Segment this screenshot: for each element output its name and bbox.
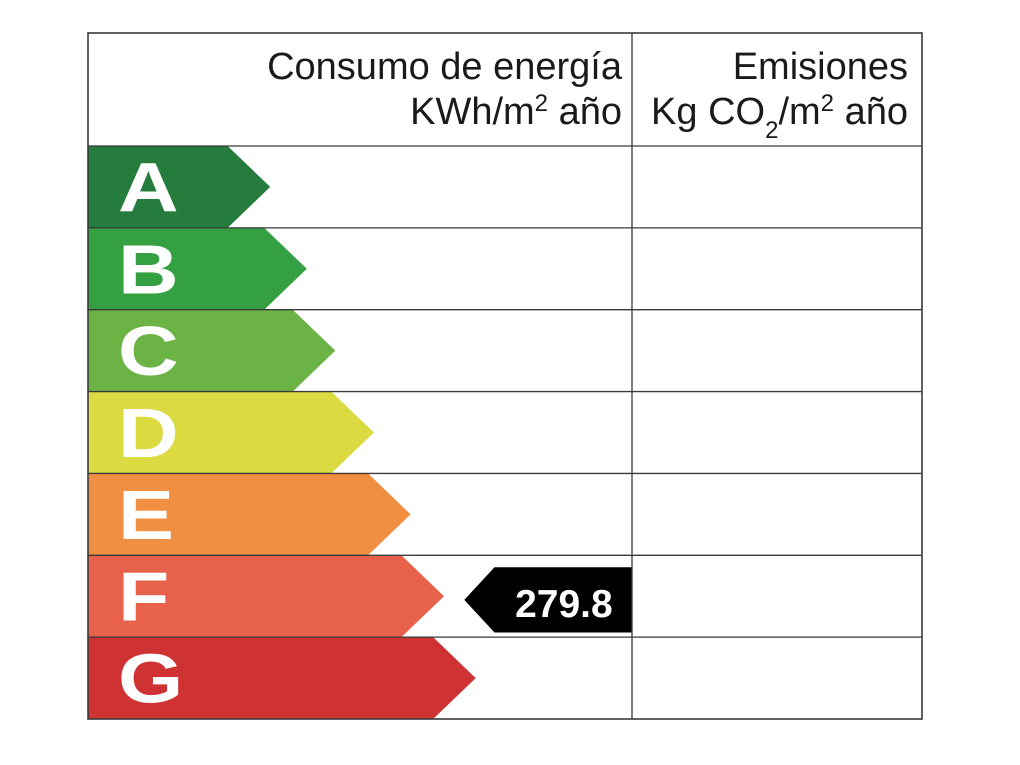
svg-text:A: A [118, 149, 179, 227]
svg-text:D: D [118, 395, 179, 473]
svg-text:G: G [118, 640, 183, 718]
svg-text:Emisiones: Emisiones [733, 46, 908, 88]
svg-text:KWh/m2 año: KWh/m2 año [410, 90, 622, 134]
svg-text:Kg CO2/m2 año: Kg CO2/m2 año [651, 90, 908, 144]
svg-text:279.8: 279.8 [515, 583, 613, 626]
svg-text:Consumo de energía: Consumo de energía [267, 46, 623, 88]
svg-text:E: E [118, 476, 174, 554]
svg-text:B: B [118, 231, 179, 309]
svg-text:F: F [118, 558, 169, 636]
svg-text:C: C [118, 313, 179, 391]
